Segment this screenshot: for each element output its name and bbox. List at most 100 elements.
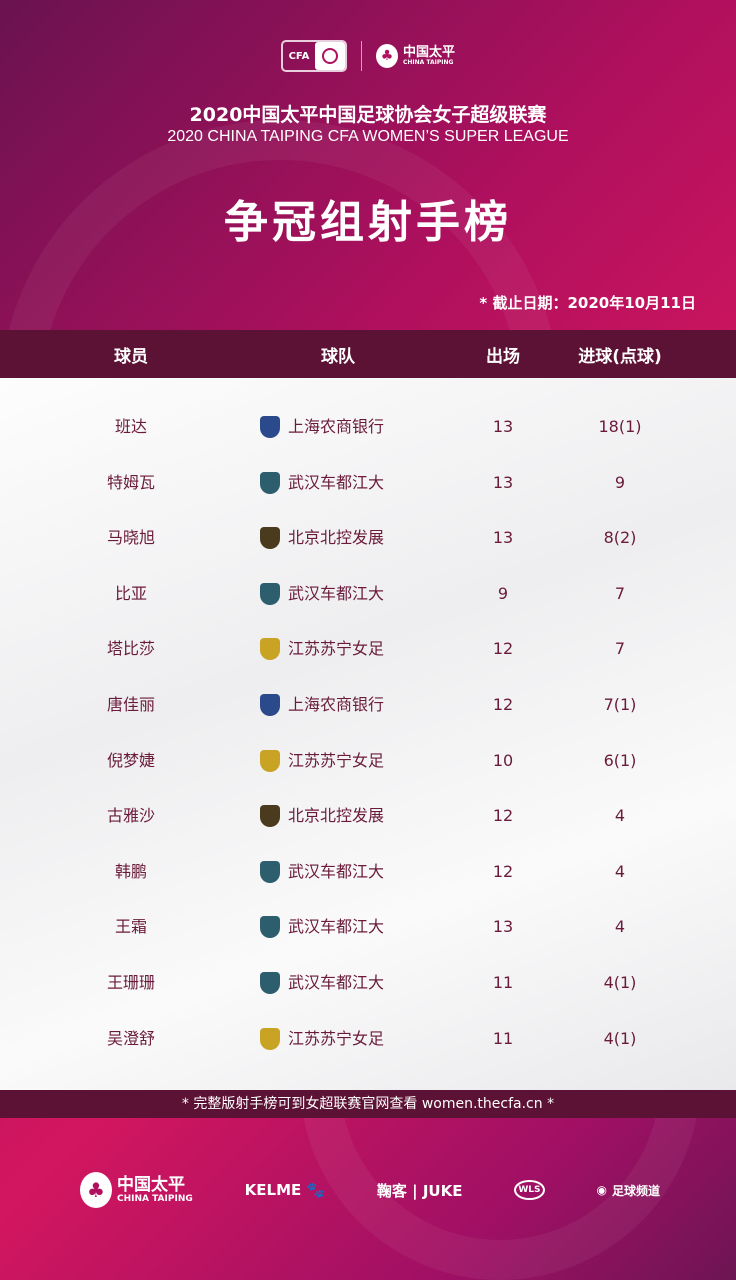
appearances: 10 (492, 750, 514, 770)
title-en: 2020 CHINA TAIPING CFA WOMEN’S SUPER LEA… (167, 128, 569, 145)
team-name: 江苏苏宁女足 (288, 750, 385, 770)
player-name: 马晓旭 (106, 528, 155, 548)
appearances: 12 (492, 639, 514, 659)
player-name: 塔比莎 (106, 639, 155, 659)
appearances: 12 (492, 861, 514, 881)
player-name: 古雅沙 (106, 806, 155, 826)
appearances: 13 (492, 472, 514, 492)
team-cell: 上海农商银行 (260, 690, 420, 720)
table-row: 马晓旭 北京北控发展 13 8(2) (0, 523, 736, 553)
goals: 18(1) (598, 417, 642, 436)
player-name: 特姆瓦 (106, 472, 155, 492)
player-name: 比亚 (114, 583, 147, 603)
wsl-emblem-icon (314, 42, 345, 70)
player-name: 王珊珊 (106, 973, 155, 992)
page-title: 争冠组射手榜 (224, 197, 512, 248)
team-name: 武汉车都江大 (288, 861, 385, 881)
table-row: 倪梦婕 江苏苏宁女足 10 6(1) (0, 746, 736, 776)
col-player: 球员 (114, 346, 148, 367)
team-badge-icon (260, 916, 280, 939)
team-name: 武汉车都江大 (288, 583, 385, 603)
goals: 9 (614, 472, 626, 492)
table-row: 班达 上海农商银行 13 18(1) (0, 412, 736, 442)
player-name: 唐佳丽 (106, 695, 155, 714)
player-name: 王霜 (114, 917, 147, 937)
table-header: 球员 球队 出场 进球(点球) (0, 330, 736, 378)
appearances: 13 (492, 528, 514, 548)
table-row: 古雅沙 北京北控发展 12 4 (0, 801, 736, 831)
wls-logo: WLS (514, 1180, 545, 1200)
goals: 4 (614, 861, 626, 881)
team-name: 上海农商银行 (288, 695, 385, 714)
team-badge-icon (260, 694, 280, 716)
goals: 4 (614, 917, 626, 937)
divider (360, 41, 362, 71)
header-logos: CFA ♣ 中国太平 CHINA TAIPING (0, 40, 736, 72)
table-row: 特姆瓦 武汉车都江大 13 9 (0, 468, 736, 498)
team-badge-icon (260, 416, 280, 438)
team-name: 江苏苏宁女足 (288, 1028, 385, 1048)
team-badge-icon (260, 638, 280, 661)
kelme-logo: KELME 🐾 (244, 1181, 325, 1199)
team-cell: 武汉车都江大 (260, 912, 420, 942)
appearances: 13 (492, 917, 514, 937)
footer-note: * 完整版射手榜可到女超联赛官网查看 women.thecfa.cn * (0, 1090, 736, 1118)
team-badge-icon (260, 1027, 280, 1050)
team-name: 北京北控发展 (288, 806, 385, 826)
china-taiping-logo: ♣ 中国太平 CHINA TAIPING (80, 1172, 193, 1208)
paw-icon: 🐾 (306, 1181, 325, 1199)
cfa-logo: CFA (280, 40, 347, 72)
appearances: 13 (492, 417, 514, 436)
team-name: 江苏苏宁女足 (288, 639, 385, 659)
team-badge-icon (260, 805, 280, 828)
team-name: 武汉车都江大 (288, 917, 385, 937)
team-cell: 武汉车都江大 (260, 579, 420, 609)
table-row: 王霜 武汉车都江大 13 4 (0, 912, 736, 942)
team-badge-icon (260, 471, 280, 494)
team-cell: 北京北控发展 (260, 523, 420, 553)
football-channel-logo: ◉ 足球频道 (596, 1183, 660, 1198)
appearances: 12 (492, 806, 514, 826)
team-name: 上海农商银行 (288, 417, 385, 436)
table-row: 韩鹏 武汉车都江大 12 4 (0, 857, 736, 887)
team-badge-icon (260, 860, 280, 883)
team-cell: 北京北控发展 (260, 801, 420, 831)
date-note: * 截止日期：2020年10月11日 (479, 294, 696, 312)
tree-icon: ♣ (375, 44, 398, 68)
col-goals: 进球(点球) (578, 346, 662, 367)
player-name: 韩鹏 (114, 861, 147, 881)
sponsor-bar: ♣ 中国太平 CHINA TAIPING KELME 🐾 鞠客 | JUKE WLS… (80, 1172, 660, 1208)
team-cell: 武汉车都江大 (260, 468, 420, 498)
goals: 7(1) (603, 695, 637, 714)
table-row: 吴澄舒 江苏苏宁女足 11 4(1) (0, 1024, 736, 1054)
team-cell: 江苏苏宁女足 (260, 1024, 420, 1054)
team-badge-icon (260, 972, 280, 994)
appearances: 11 (492, 1028, 514, 1048)
tree-icon: ♣ (80, 1172, 112, 1208)
china-taiping-logo: ♣ 中国太平 CHINA TAIPING (375, 44, 455, 68)
table-body: 班达 上海农商银行 13 18(1) 特姆瓦 武汉车都江大 13 9 马晓旭 北京北… (0, 378, 736, 1090)
team-badge-icon (260, 527, 280, 550)
juke-logo: 鞠客 | JUKE (376, 1181, 463, 1200)
team-badge-icon (260, 582, 280, 605)
goals: 6(1) (603, 750, 637, 770)
team-cell: 江苏苏宁女足 (260, 634, 420, 664)
col-apps: 出场 (486, 346, 520, 367)
goals: 4(1) (603, 973, 637, 992)
team-name: 武汉车都江大 (288, 472, 385, 492)
player-name: 吴澄舒 (106, 1028, 155, 1048)
col-team: 球队 (321, 346, 355, 367)
team-cell: 武汉车都江大 (260, 968, 420, 998)
table-row: 塔比莎 江苏苏宁女足 12 7 (0, 634, 736, 664)
goals: 7 (614, 639, 626, 659)
player-name: 班达 (114, 417, 147, 436)
appearances: 11 (492, 973, 514, 992)
goals: 4(1) (603, 1028, 637, 1048)
team-cell: 江苏苏宁女足 (260, 746, 420, 776)
player-name: 倪梦婕 (106, 750, 155, 770)
channel-icon: ◉ (596, 1183, 607, 1197)
appearances: 12 (492, 695, 514, 714)
goals: 4 (614, 806, 626, 826)
goals: 7 (614, 583, 626, 603)
team-cell: 上海农商银行 (260, 412, 420, 442)
